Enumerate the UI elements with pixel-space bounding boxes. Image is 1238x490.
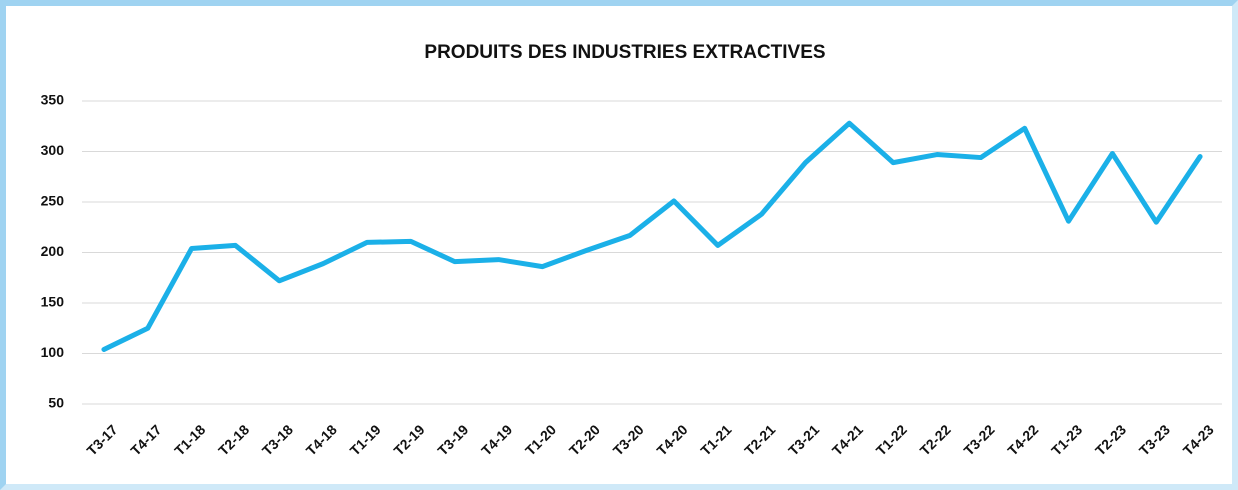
x-tick-label: T3-18 bbox=[259, 421, 296, 458]
line-series bbox=[101, 120, 1203, 352]
x-tick-label: T4-19 bbox=[478, 421, 515, 458]
x-tick-label: T4-18 bbox=[303, 421, 340, 458]
x-tick-label: T4-22 bbox=[1004, 421, 1041, 458]
x-tick-label: T2-18 bbox=[215, 421, 252, 458]
x-tick-label: T3-20 bbox=[610, 421, 647, 458]
x-tick-label: T2-23 bbox=[1092, 421, 1129, 458]
y-tick-label: 200 bbox=[41, 243, 65, 259]
x-tick-label: T2-22 bbox=[917, 421, 954, 458]
y-tick-label: 150 bbox=[41, 294, 65, 310]
x-tick-label: T3-21 bbox=[785, 421, 822, 458]
x-tick-label: T2-19 bbox=[390, 421, 427, 458]
x-tick-label: T1-23 bbox=[1048, 421, 1085, 458]
x-tick-label: T3-19 bbox=[434, 421, 471, 458]
chart-title: PRODUITS DES INDUSTRIES EXTRACTIVES bbox=[424, 42, 825, 63]
x-tick-label: T3-22 bbox=[960, 421, 997, 458]
x-tick-label: T4-17 bbox=[127, 421, 164, 458]
x-tick-label: T4-21 bbox=[829, 421, 866, 458]
y-tick-label: 50 bbox=[48, 395, 64, 411]
x-tick-label: T4-20 bbox=[653, 421, 690, 458]
x-tick-label: T1-21 bbox=[697, 421, 734, 458]
y-tick-label: 250 bbox=[41, 193, 65, 209]
x-tick-label: T1-22 bbox=[873, 421, 910, 458]
x-tick-label: T3-17 bbox=[83, 421, 120, 458]
y-tick-label: 350 bbox=[41, 92, 65, 108]
x-tick-label: T4-23 bbox=[1180, 421, 1217, 458]
y-tick-label: 100 bbox=[41, 344, 65, 360]
x-tick-label: T1-20 bbox=[522, 421, 559, 458]
x-tick-label: T1-18 bbox=[171, 421, 208, 458]
x-tick-label: T1-19 bbox=[347, 421, 384, 458]
x-tick-label: T3-23 bbox=[1136, 421, 1173, 458]
x-tick-label: T2-20 bbox=[566, 421, 603, 458]
y-tick-label: 300 bbox=[41, 142, 65, 158]
x-tick-label: T2-21 bbox=[741, 421, 778, 458]
